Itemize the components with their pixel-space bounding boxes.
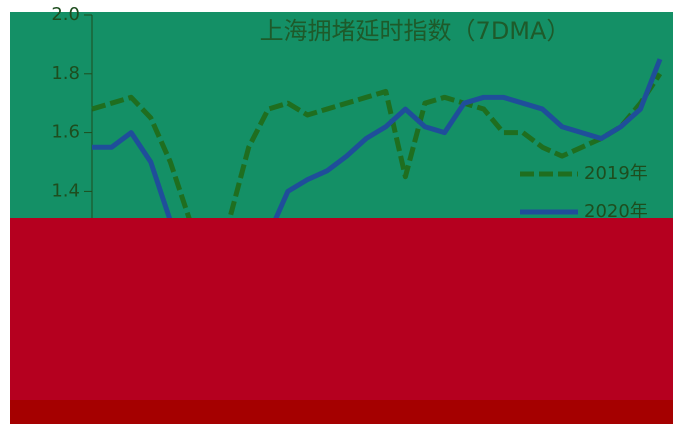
legend-label: 2019年 (584, 163, 648, 184)
chart-title: 上海拥堵延时指数（7DMA） (260, 17, 571, 45)
overlay-strip (10, 400, 673, 424)
background-upper (10, 12, 673, 218)
y-tick-label: 1.4 (51, 180, 80, 201)
y-tick-label: 2.0 (51, 4, 80, 25)
series-line (91, 72, 663, 247)
overlay-block (10, 218, 673, 400)
legend-label: 2020年 (584, 201, 648, 222)
y-tick-label: 1.6 (51, 122, 80, 143)
y-tick-label: 1.8 (51, 63, 80, 84)
